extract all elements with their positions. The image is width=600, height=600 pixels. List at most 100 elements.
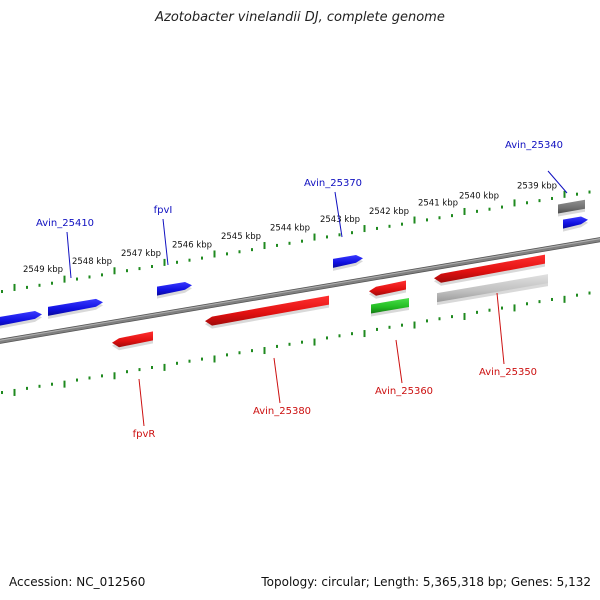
kbp-tick-label: 2542 kbp — [369, 207, 409, 217]
major-tick — [163, 363, 166, 371]
minor-tick — [538, 199, 541, 203]
major-tick — [313, 233, 316, 241]
minor-tick — [538, 300, 541, 304]
lower-tick-ruler — [1, 291, 591, 396]
major-tick — [263, 347, 266, 355]
gene-arrow[interactable] — [333, 254, 363, 268]
gene-leader-line — [547, 170, 568, 194]
major-tick — [563, 295, 566, 303]
minor-tick — [576, 293, 578, 297]
minor-tick — [338, 334, 341, 338]
gene-label[interactable]: Avin_25410 — [36, 218, 94, 229]
gene-label[interactable]: Avin_25340 — [505, 140, 563, 151]
gene-leader-line — [395, 339, 403, 384]
minor-tick — [251, 349, 253, 353]
minor-tick — [176, 361, 178, 365]
minor-tick — [201, 256, 203, 260]
gene-leader-line — [162, 218, 169, 266]
major-tick — [63, 380, 66, 388]
gene-label[interactable]: fpvI — [154, 205, 173, 216]
gene-arrow[interactable] — [437, 274, 548, 303]
minor-tick — [101, 374, 103, 378]
minor-tick — [76, 277, 78, 281]
gene-leader-line — [273, 357, 281, 404]
minor-tick — [38, 283, 41, 287]
gene-arrow[interactable] — [205, 295, 329, 326]
minor-tick — [26, 285, 28, 289]
gene-label[interactable]: Avin_25370 — [304, 178, 362, 189]
gene-arrow[interactable] — [563, 216, 588, 229]
minor-tick — [551, 297, 553, 301]
major-tick — [463, 312, 466, 320]
minor-tick — [288, 342, 291, 346]
gene-leader-line — [138, 378, 145, 427]
gene-arrow[interactable] — [369, 280, 406, 296]
gene-leader-line — [496, 292, 505, 365]
kbp-tick-label: 2549 kbp — [23, 265, 63, 275]
kbp-tick-label: 2544 kbp — [270, 224, 310, 234]
major-tick — [213, 250, 216, 258]
gene-leader-line — [66, 231, 72, 279]
minor-tick — [138, 368, 141, 372]
gene-arrow[interactable] — [434, 254, 545, 283]
gene-label[interactable]: Avin_25380 — [253, 406, 311, 417]
minor-tick — [588, 190, 591, 194]
gene-track[interactable] — [0, 199, 588, 351]
minor-tick — [426, 319, 428, 323]
minor-tick — [376, 327, 378, 331]
minor-tick — [88, 275, 91, 279]
minor-tick — [51, 382, 53, 386]
gene-arrow[interactable] — [371, 297, 409, 314]
gene-arrow[interactable] — [558, 199, 585, 214]
major-tick — [13, 388, 16, 396]
minor-tick — [488, 308, 491, 312]
minor-tick — [526, 201, 528, 205]
major-tick — [213, 355, 216, 363]
kbp-tick-label: 2548 kbp — [72, 257, 112, 267]
minor-tick — [88, 376, 91, 380]
kbp-tick-label: 2547 kbp — [121, 249, 161, 259]
kbp-tick-label: 2541 kbp — [418, 199, 458, 209]
minor-tick — [501, 205, 503, 209]
minor-tick — [576, 192, 578, 196]
minor-tick — [351, 332, 353, 336]
major-tick — [513, 304, 516, 312]
accession-text: Accession: NC_012560 — [9, 575, 146, 589]
minor-tick — [376, 226, 378, 230]
minor-tick — [326, 336, 328, 340]
minor-tick — [301, 340, 303, 344]
minor-tick — [151, 264, 153, 268]
gene-labels: Avin_25340 Avin_25370 fpvI Avin_25410 Avin_2… — [36, 140, 568, 440]
kbp-tick-label: 2540 kbp — [459, 191, 499, 201]
gene-arrow[interactable] — [157, 281, 192, 296]
major-tick — [363, 225, 366, 233]
gene-label[interactable]: Avin_25360 — [375, 386, 433, 397]
major-tick — [313, 338, 316, 346]
minor-tick — [226, 252, 228, 256]
gene-label[interactable]: Avin_25350 — [479, 367, 537, 378]
minor-tick — [51, 281, 53, 285]
minor-tick — [176, 260, 178, 264]
minor-tick — [438, 317, 441, 321]
gene-arrow[interactable] — [112, 331, 153, 348]
minor-tick — [476, 209, 478, 213]
major-tick — [113, 372, 116, 380]
minor-tick — [438, 216, 441, 220]
gene-arrow[interactable] — [0, 311, 42, 327]
minor-tick — [451, 214, 453, 218]
minor-tick — [488, 207, 491, 211]
minor-tick — [401, 323, 403, 327]
major-tick — [363, 330, 366, 338]
minor-tick — [276, 243, 278, 247]
kbp-tick-label: 2545 kbp — [221, 232, 261, 242]
major-tick — [263, 242, 266, 250]
gene-arrow[interactable] — [48, 298, 103, 316]
minor-tick — [451, 315, 453, 319]
minor-tick — [238, 250, 241, 254]
gene-label[interactable]: fpvR — [133, 429, 156, 440]
gene-leader-line — [334, 191, 343, 238]
minor-tick — [188, 359, 191, 363]
minor-tick — [326, 235, 328, 239]
